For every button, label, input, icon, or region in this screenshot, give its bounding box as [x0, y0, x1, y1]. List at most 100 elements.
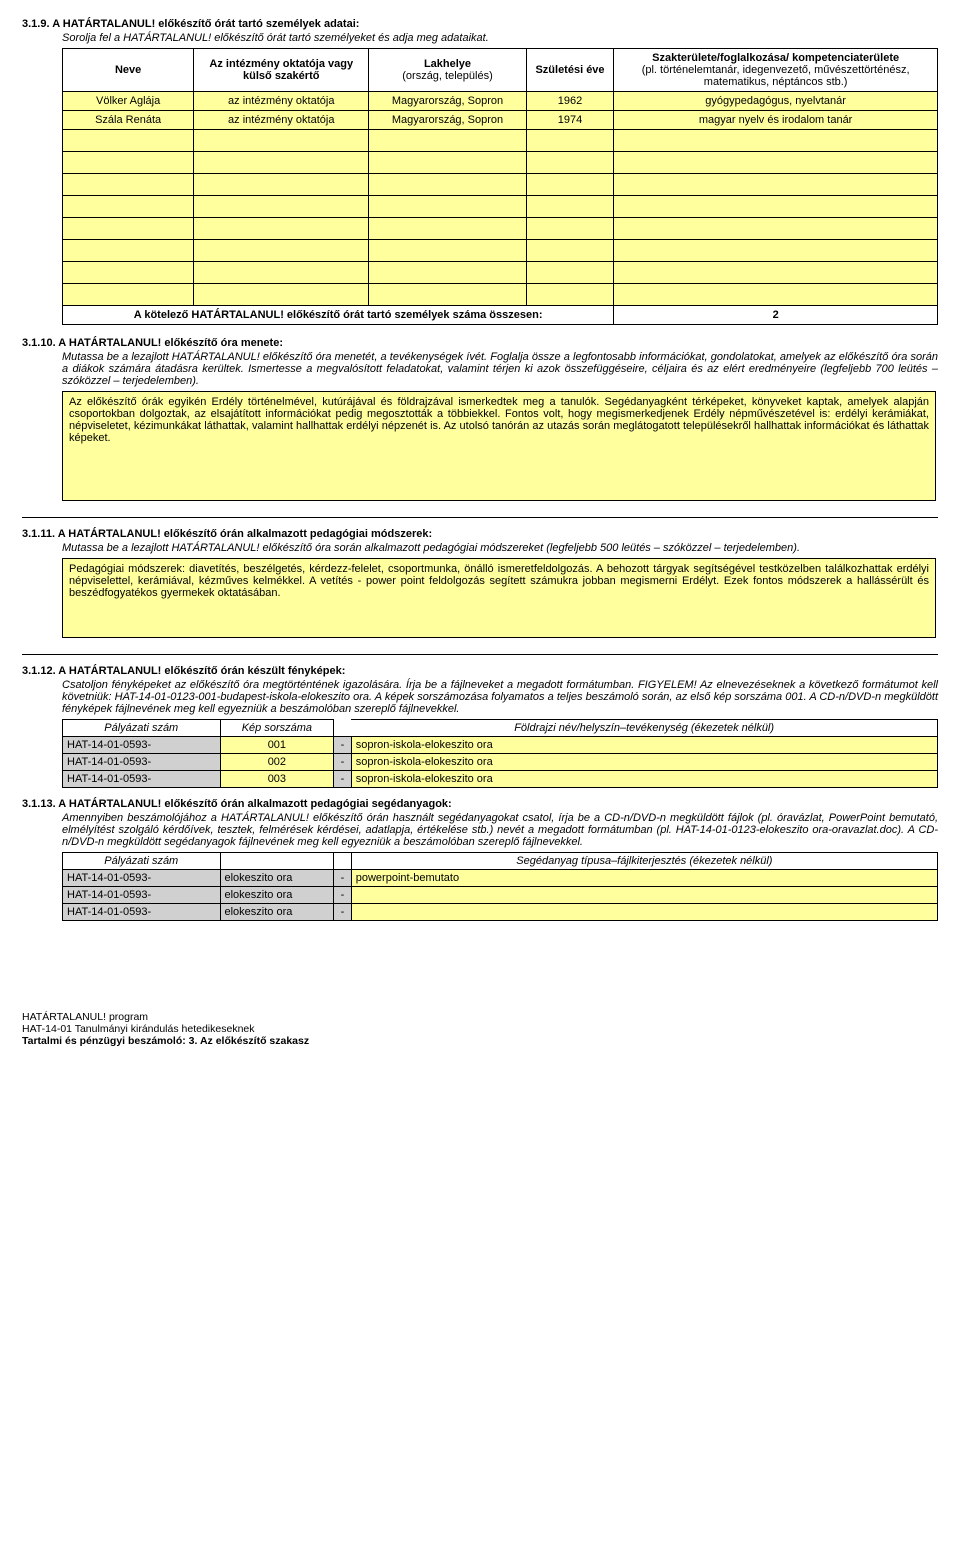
empty-cell[interactable] — [526, 130, 614, 152]
section-description: Amennyiben beszámolójához a HATÁRTALANUL… — [62, 812, 938, 848]
empty-cell[interactable] — [526, 284, 614, 306]
col-file: Segédanyag típusa–fájlkiterjesztés (ékez… — [351, 853, 937, 870]
cell-teacher[interactable]: az intézmény oktatója — [194, 111, 369, 130]
cell-filename[interactable] — [351, 887, 937, 904]
section-description: Sorolja fel a HATÁRTALANUL! előkészítő ó… — [62, 32, 938, 44]
cell-dash: - — [334, 887, 352, 904]
empty-cell[interactable] — [526, 262, 614, 284]
cell-id: HAT-14-01-0593- — [63, 904, 221, 921]
table-header-row: Neve Az intézmény oktatója vagy külső sz… — [63, 49, 938, 92]
empty-cell[interactable] — [194, 152, 369, 174]
empty-cell[interactable] — [369, 174, 527, 196]
cell-place[interactable]: Magyarország, Sopron — [369, 111, 527, 130]
empty-cell[interactable] — [194, 130, 369, 152]
empty-cell[interactable] — [63, 174, 194, 196]
table-row-empty — [63, 130, 938, 152]
cell-filename[interactable]: sopron-iskola-elokeszito ora — [351, 771, 937, 788]
section-heading: 3.1.13. A HATÁRTALANUL! előkészítő órán … — [22, 798, 938, 810]
table-row-empty — [63, 262, 938, 284]
empty-cell[interactable] — [369, 262, 527, 284]
empty-cell[interactable] — [614, 152, 938, 174]
section-number: 3.1.11. — [22, 528, 55, 540]
section-number: 3.1.12. — [22, 665, 56, 677]
photos-table: Pályázati szám Kép sorszáma Földrajzi né… — [62, 719, 938, 788]
col-id: Pályázati szám — [63, 720, 221, 737]
cell-id: HAT-14-01-0593- — [63, 887, 221, 904]
empty-cell[interactable] — [614, 196, 938, 218]
cell-id: HAT-14-01-0593- — [63, 754, 221, 771]
empty-cell[interactable] — [369, 284, 527, 306]
cell-filename[interactable]: powerpoint-bemutato — [351, 870, 937, 887]
section-number: 3.1.13. — [22, 798, 56, 810]
empty-cell[interactable] — [194, 262, 369, 284]
section-heading: 3.1.10. A HATÁRTALANUL! előkészítő óra m… — [22, 337, 938, 349]
empty-cell[interactable] — [526, 240, 614, 262]
section-3-1-13: 3.1.13. A HATÁRTALANUL! előkészítő órán … — [22, 798, 938, 921]
empty-cell[interactable] — [194, 218, 369, 240]
empty-cell[interactable] — [63, 284, 194, 306]
empty-cell[interactable] — [194, 174, 369, 196]
summary-label: A kötelező HATÁRTALANUL! előkészítő órát… — [63, 306, 614, 325]
cell-id: HAT-14-01-0593- — [63, 771, 221, 788]
table-header-row: Pályázati szám Kép sorszáma Földrajzi né… — [63, 720, 938, 737]
cell-filename[interactable]: sopron-iskola-elokeszito ora — [351, 754, 937, 771]
cell-number[interactable]: 003 — [220, 771, 334, 788]
section-description: Mutassa be a lezajlott HATÁRTALANUL! elő… — [62, 542, 938, 554]
empty-cell[interactable] — [194, 284, 369, 306]
col-birth: Születési éve — [526, 49, 614, 92]
empty-cell[interactable] — [614, 174, 938, 196]
cell-birth[interactable]: 1962 — [526, 92, 614, 111]
empty-cell[interactable] — [369, 130, 527, 152]
cell-teacher[interactable]: az intézmény oktatója — [194, 92, 369, 111]
cell-field[interactable]: magyar nyelv és irodalom tanár — [614, 111, 938, 130]
empty-cell[interactable] — [63, 152, 194, 174]
table-row-empty — [63, 284, 938, 306]
summary-row: A kötelező HATÁRTALANUL! előkészítő órát… — [63, 306, 938, 325]
cell-number[interactable]: 001 — [220, 737, 334, 754]
cell-birth[interactable]: 1974 — [526, 111, 614, 130]
empty-cell[interactable] — [526, 196, 614, 218]
cell-field[interactable]: gyógypedagógus, nyelvtanár — [614, 92, 938, 111]
empty-cell[interactable] — [63, 240, 194, 262]
empty-cell[interactable] — [614, 218, 938, 240]
divider — [22, 517, 938, 518]
empty-cell[interactable] — [614, 130, 938, 152]
divider — [22, 654, 938, 655]
empty-cell[interactable] — [614, 262, 938, 284]
empty-cell[interactable] — [614, 284, 938, 306]
empty-cell[interactable] — [526, 218, 614, 240]
empty-cell[interactable] — [63, 196, 194, 218]
empty-cell[interactable] — [63, 262, 194, 284]
col-name: Neve — [63, 49, 194, 92]
empty-cell[interactable] — [194, 196, 369, 218]
table-row: HAT-14-01-0593-elokeszito ora-powerpoint… — [63, 870, 938, 887]
table-row: Szála Renátaaz intézmény oktatójaMagyaro… — [63, 111, 938, 130]
cell-filename[interactable] — [351, 904, 937, 921]
empty-cell[interactable] — [526, 152, 614, 174]
section-heading: 3.1.9. A HATÁRTALANUL! előkészítő órát t… — [22, 18, 938, 30]
cell-filename[interactable]: sopron-iskola-elokeszito ora — [351, 737, 937, 754]
text-answer[interactable]: Az előkészítő órák egyikén Erdély történ… — [62, 391, 936, 501]
cell-name[interactable]: Völker Aglája — [63, 92, 194, 111]
empty-cell[interactable] — [369, 196, 527, 218]
footer-line-1: HATÁRTALANUL! program — [22, 1011, 938, 1023]
cell-number[interactable]: 002 — [220, 754, 334, 771]
cell-dash: - — [334, 754, 352, 771]
cell-name[interactable]: Szála Renáta — [63, 111, 194, 130]
empty-cell[interactable] — [63, 130, 194, 152]
col-teacher: Az intézmény oktatója vagy külső szakért… — [194, 49, 369, 92]
empty-cell[interactable] — [369, 152, 527, 174]
section-title: A HATÁRTALANUL! előkészítő órán alkalmaz… — [58, 528, 432, 540]
section-3-1-11: 3.1.11. A HATÁRTALANUL! előkészítő órán … — [22, 528, 938, 638]
empty-cell[interactable] — [63, 218, 194, 240]
cell-place[interactable]: Magyarország, Sopron — [369, 92, 527, 111]
col-id: Pályázati szám — [63, 853, 221, 870]
text-answer[interactable]: Pedagógiai módszerek: diavetítés, beszél… — [62, 558, 936, 638]
section-title: A HATÁRTALANUL! előkészítő órán alkalmaz… — [58, 798, 451, 810]
table-row: HAT-14-01-0593-002-sopron-iskola-elokesz… — [63, 754, 938, 771]
empty-cell[interactable] — [369, 240, 527, 262]
empty-cell[interactable] — [614, 240, 938, 262]
empty-cell[interactable] — [194, 240, 369, 262]
empty-cell[interactable] — [369, 218, 527, 240]
empty-cell[interactable] — [526, 174, 614, 196]
